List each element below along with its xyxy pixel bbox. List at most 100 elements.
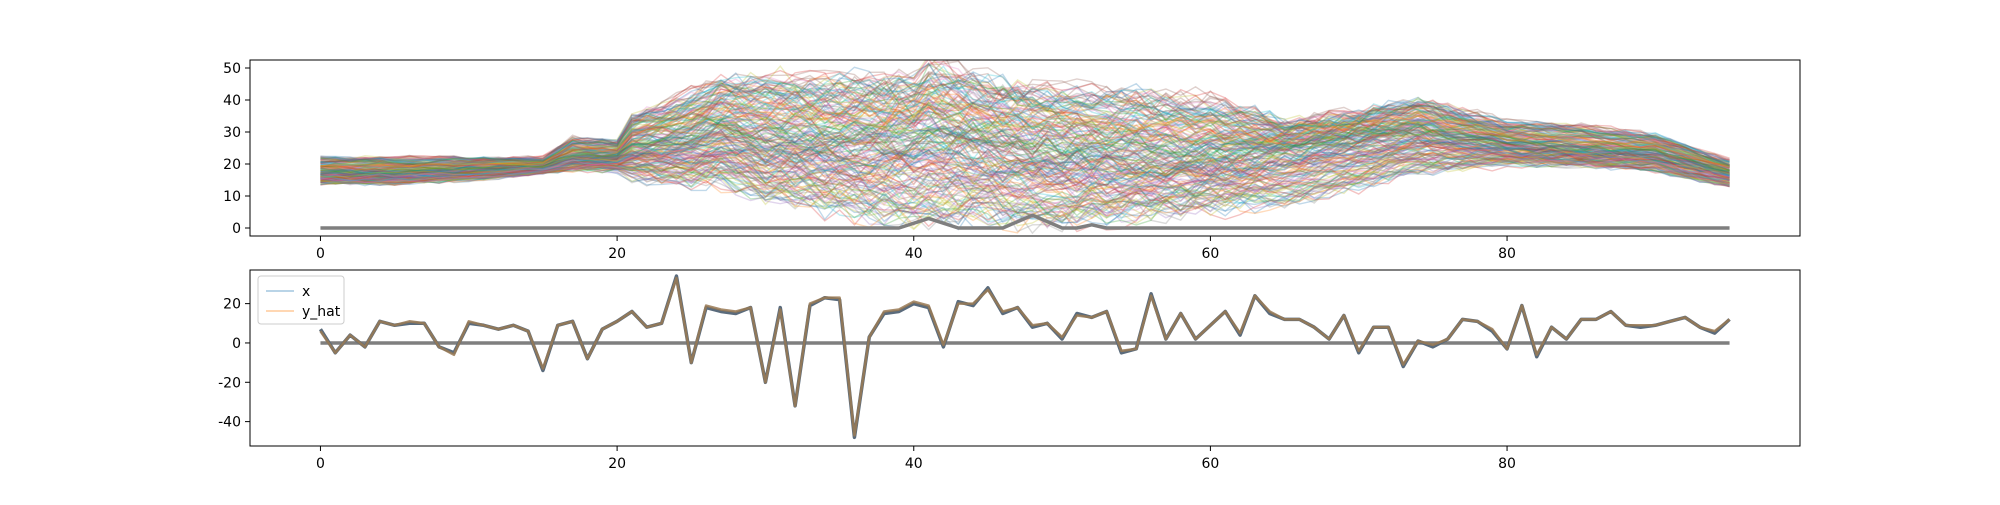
ensemble-line <box>320 125 1730 176</box>
ensemble-line <box>320 137 1730 187</box>
ensemble-line <box>320 138 1730 195</box>
ensemble-line <box>320 140 1730 186</box>
ensemble-line <box>320 123 1730 179</box>
ensemble-line <box>320 91 1730 169</box>
ensemble-line <box>320 131 1730 178</box>
y-tick-label: -20 <box>218 375 241 391</box>
ensemble-line <box>320 90 1730 169</box>
ensemble-line <box>320 133 1730 179</box>
ensemble-line <box>320 78 1730 168</box>
ensemble-line <box>320 138 1730 186</box>
ensemble-line <box>320 142 1730 193</box>
ensemble-line <box>320 129 1730 179</box>
ensemble-line <box>320 109 1730 173</box>
ensemble-line <box>320 153 1730 215</box>
ensemble-line <box>320 72 1730 166</box>
ensemble-line <box>320 76 1730 166</box>
ensemble-line <box>320 158 1730 223</box>
ensemble-line <box>320 60 1730 163</box>
ensemble-line <box>320 95 1730 169</box>
ensemble-line <box>320 103 1730 173</box>
ensemble-line <box>320 101 1730 171</box>
ensemble-line <box>320 133 1730 186</box>
ensemble-line <box>320 136 1730 183</box>
ensemble-line <box>320 147 1730 195</box>
ensemble-line <box>320 60 1730 161</box>
ensemble-line <box>320 99 1730 171</box>
ensemble-line <box>320 158 1730 226</box>
ensemble-line <box>320 94 1730 169</box>
x-tick-label: 0 <box>316 246 325 262</box>
ensemble-line <box>320 62 1730 166</box>
ensemble-line <box>320 82 1730 167</box>
ensemble-line <box>320 79 1730 167</box>
ensemble-line <box>320 75 1730 165</box>
ensemble-line <box>320 98 1730 171</box>
ensemble-line <box>320 112 1730 174</box>
ensemble-line <box>320 110 1730 174</box>
ensemble-line <box>320 90 1730 170</box>
ensemble-line <box>320 67 1730 162</box>
ensemble-line <box>320 78 1730 167</box>
ensemble-line <box>320 105 1730 173</box>
ensemble-line <box>320 89 1730 170</box>
ensemble-line <box>320 126 1730 178</box>
series-y-hat-line <box>319 276 1731 437</box>
ensemble-line <box>320 92 1730 170</box>
ensemble-line <box>320 131 1730 179</box>
ensemble-line <box>320 81 1730 166</box>
ensemble-line <box>320 152 1730 205</box>
ensemble-line <box>320 145 1730 201</box>
ensemble-line <box>320 129 1730 178</box>
ensemble-line <box>320 91 1730 170</box>
ensemble-line <box>320 139 1730 190</box>
legend: x y_hat <box>257 275 345 325</box>
ensemble-line <box>320 122 1730 176</box>
ensemble-line <box>320 95 1730 169</box>
ensemble-line <box>320 122 1730 175</box>
ensemble-line <box>320 149 1730 203</box>
ensemble-line <box>320 152 1730 217</box>
ensemble-line <box>320 118 1730 175</box>
ensemble-line <box>320 153 1730 213</box>
ensemble-line <box>320 76 1730 167</box>
ensemble-line <box>320 156 1730 229</box>
ensemble-line <box>320 70 1730 163</box>
ensemble-line <box>320 116 1730 176</box>
axes-1: 0 20 40 60 80 0 10 20 30 40 50 <box>223 61 1516 262</box>
ensemble-line <box>320 79 1730 166</box>
ensemble-line <box>320 145 1730 203</box>
ensemble-line <box>320 75 1730 166</box>
ensemble-line <box>320 143 1730 191</box>
ensemble-line <box>320 124 1730 176</box>
ensemble-line <box>320 112 1730 174</box>
x-tick-label: 0 <box>316 456 325 472</box>
axes-frame-2 <box>249 269 1801 447</box>
ensemble-line <box>320 149 1730 216</box>
ensemble-line <box>320 90 1730 169</box>
ensemble-line <box>320 155 1730 219</box>
ensemble-line <box>320 60 1730 162</box>
ensemble-line <box>320 60 1730 162</box>
ensemble-line <box>320 145 1730 187</box>
ensemble-line <box>320 122 1730 176</box>
ensemble-line <box>320 97 1730 173</box>
x-tick-label: 40 <box>905 456 923 472</box>
ensemble-line <box>320 136 1730 184</box>
ensemble-line <box>320 152 1730 206</box>
x-tick-label: 40 <box>905 246 923 262</box>
ensemble-line <box>320 159 1730 233</box>
ensemble-line <box>320 134 1730 182</box>
x-tick-label: 20 <box>608 456 626 472</box>
ensemble-line <box>320 151 1730 210</box>
ensemble-line <box>320 84 1730 169</box>
ensemble-line <box>320 125 1730 176</box>
ensemble-line <box>320 74 1730 168</box>
ensemble-line <box>320 132 1730 178</box>
ensemble-line <box>320 108 1730 172</box>
ensemble-line <box>320 155 1730 219</box>
ensemble-line <box>320 158 1730 230</box>
ensemble-line <box>320 138 1730 183</box>
y-tick-label: 20 <box>223 157 241 173</box>
ensemble-line <box>320 148 1730 197</box>
